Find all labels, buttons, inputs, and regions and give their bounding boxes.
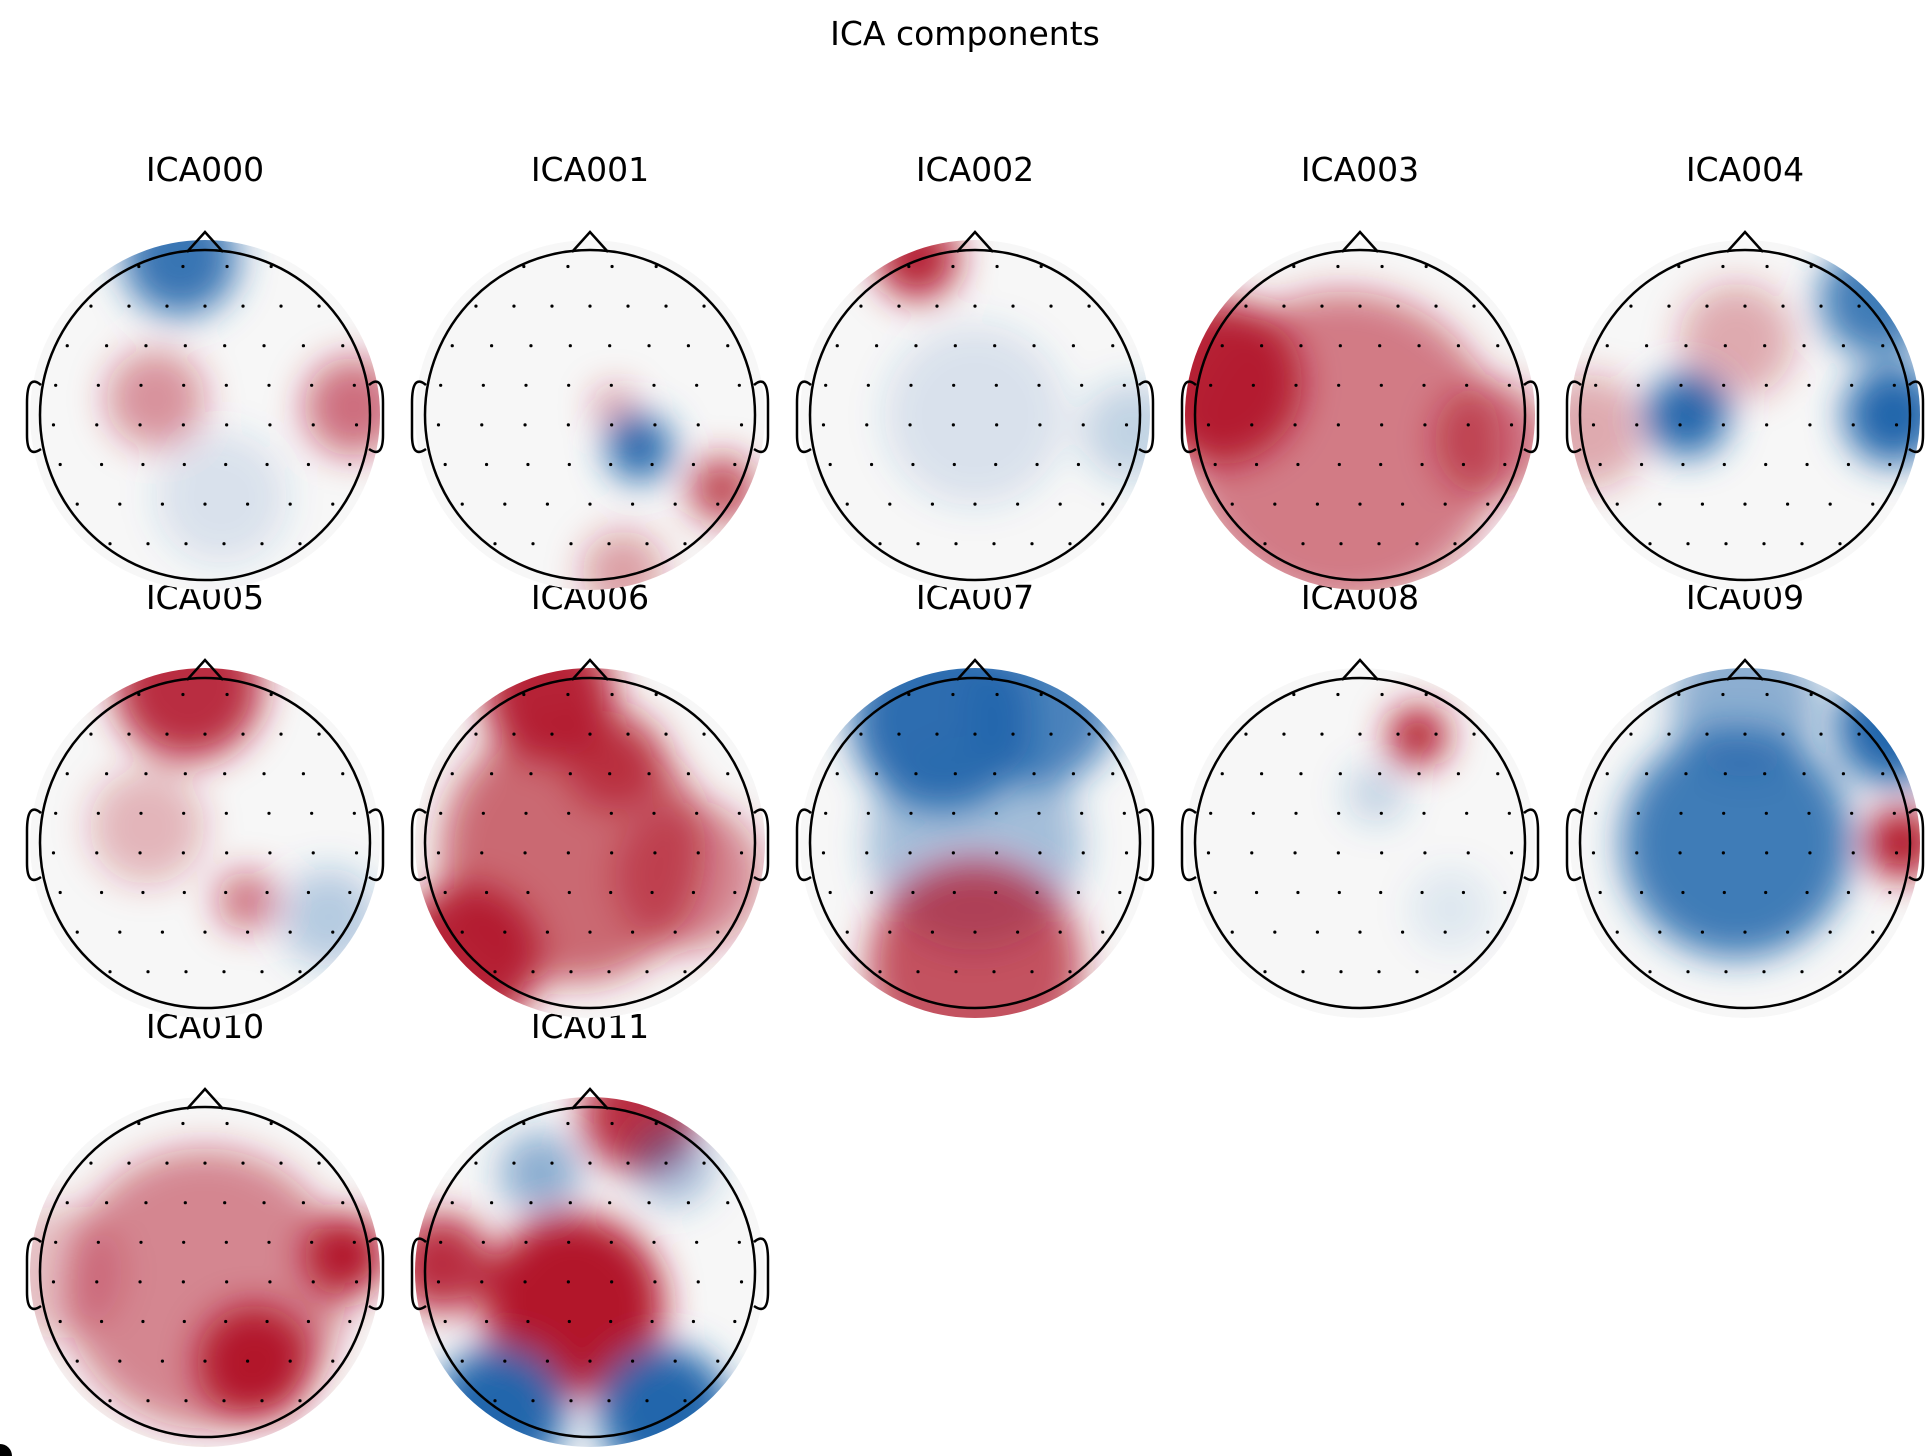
head-outline — [808, 676, 1142, 1010]
field-map — [415, 668, 765, 1018]
topomap-0 — [25, 230, 385, 590]
nose — [571, 1087, 609, 1110]
ear — [1523, 380, 1540, 454]
nose — [1341, 230, 1379, 253]
ear — [1565, 380, 1582, 454]
nose — [186, 1087, 224, 1110]
head-outline — [38, 248, 372, 582]
topomap-6 — [410, 658, 770, 1018]
sensor-dots — [436, 264, 744, 546]
field-map — [415, 1097, 765, 1447]
head-outline — [423, 1105, 757, 1439]
ear — [753, 380, 770, 454]
nose — [956, 658, 994, 681]
ear — [25, 808, 42, 882]
field-map — [415, 240, 765, 590]
head-outline — [1193, 676, 1527, 1010]
component-title: ICA000 — [145, 150, 265, 189]
component-title: ICA002 — [915, 150, 1035, 189]
sensor-dots — [436, 692, 744, 974]
sensor-dots — [1591, 264, 1899, 546]
topomap-9 — [1565, 658, 1925, 1018]
ear — [795, 808, 812, 882]
ear — [25, 1237, 42, 1311]
ear — [410, 380, 427, 454]
sensor-dots — [821, 264, 1129, 546]
topomap-1 — [410, 230, 770, 590]
topomap-7 — [795, 658, 1155, 1018]
head-outline — [38, 676, 372, 1010]
topomap-11 — [410, 1087, 770, 1447]
head-outline — [38, 1105, 372, 1439]
sensor-dots — [51, 264, 359, 546]
field-map — [1185, 668, 1535, 1018]
sensor-dots — [51, 1121, 359, 1403]
component-title: ICA001 — [530, 150, 650, 189]
head-outline — [1578, 248, 1912, 582]
sensor-dots — [436, 1121, 744, 1403]
ear — [1523, 808, 1540, 882]
nose — [571, 658, 609, 681]
ear — [368, 380, 385, 454]
topomap-8 — [1180, 658, 1540, 1018]
head-outline — [808, 248, 1142, 582]
field-map — [30, 240, 380, 590]
topomap-2 — [795, 230, 1155, 590]
topomap-3 — [1180, 230, 1540, 590]
field-map — [1570, 240, 1920, 590]
ear — [1565, 808, 1582, 882]
topomap-5 — [25, 658, 385, 1018]
ear — [1180, 808, 1197, 882]
head-outline — [423, 248, 757, 582]
ear — [368, 808, 385, 882]
sensor-dots — [1206, 692, 1514, 974]
topomap-4 — [1565, 230, 1925, 590]
ear — [753, 808, 770, 882]
ear — [753, 1237, 770, 1311]
ear — [795, 380, 812, 454]
nose — [571, 230, 609, 253]
sensor-dots — [1206, 264, 1514, 546]
nose — [1726, 230, 1764, 253]
ear — [1180, 380, 1197, 454]
head-outline — [1193, 248, 1527, 582]
head-outline — [1578, 676, 1912, 1010]
ear — [1138, 808, 1155, 882]
field-map — [800, 240, 1150, 590]
ear — [1908, 380, 1925, 454]
figure-title: ICA components — [830, 14, 1100, 53]
ear — [410, 808, 427, 882]
sensor-dots — [821, 692, 1129, 974]
topomap-10 — [25, 1087, 385, 1447]
nose — [186, 230, 224, 253]
field-map — [1185, 240, 1535, 590]
nose — [186, 658, 224, 681]
component-title: ICA004 — [1685, 150, 1805, 189]
ear — [1138, 380, 1155, 454]
component-title: ICA003 — [1300, 150, 1420, 189]
head-outline — [423, 676, 757, 1010]
field-map — [1570, 668, 1920, 1018]
nose — [1341, 658, 1379, 681]
ear — [1908, 808, 1925, 882]
field-map — [30, 1097, 380, 1447]
field-map — [30, 668, 380, 1018]
ear — [25, 380, 42, 454]
sensor-dots — [51, 692, 359, 974]
sensor-dots — [1591, 692, 1899, 974]
nose — [1726, 658, 1764, 681]
ear — [410, 1237, 427, 1311]
nose — [956, 230, 994, 253]
ear — [368, 1237, 385, 1311]
